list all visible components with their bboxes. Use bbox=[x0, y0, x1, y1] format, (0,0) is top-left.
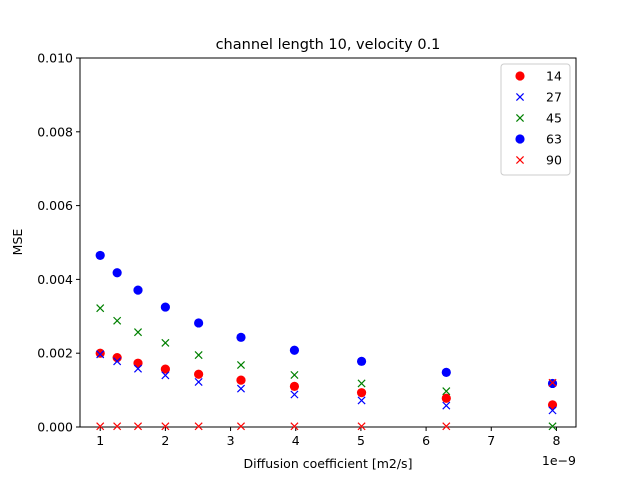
data-point bbox=[357, 396, 366, 405]
legend-label: 90 bbox=[546, 153, 562, 168]
data-point bbox=[194, 351, 203, 360]
legend-label: 63 bbox=[546, 132, 562, 147]
legend-marker bbox=[515, 155, 525, 165]
data-point bbox=[236, 384, 246, 393]
data-point bbox=[161, 338, 170, 347]
legend-label: 45 bbox=[546, 111, 562, 126]
data-point bbox=[290, 370, 299, 379]
data-point bbox=[112, 268, 122, 278]
legend-box bbox=[500, 63, 571, 176]
data-point bbox=[194, 318, 204, 328]
y-tick-label: 0.006 bbox=[37, 198, 73, 213]
series-14 bbox=[95, 348, 558, 410]
x-tick-label: 2 bbox=[161, 433, 169, 448]
legend-marker bbox=[515, 71, 525, 81]
x-tick-label: 5 bbox=[357, 433, 365, 448]
data-point bbox=[113, 316, 122, 325]
legend: 14 27 45 63 90 bbox=[500, 63, 571, 176]
legend-label: 27 bbox=[546, 90, 562, 105]
data-point bbox=[161, 422, 170, 431]
y-tick-label: 0.010 bbox=[37, 51, 73, 66]
y-tick-label: 0.004 bbox=[37, 272, 73, 287]
chart-title: channel length 10, velocity 0.1 bbox=[216, 37, 441, 53]
data-point bbox=[442, 401, 451, 410]
data-point bbox=[133, 364, 143, 373]
x-tick-label: 7 bbox=[487, 433, 495, 448]
data-point bbox=[548, 378, 557, 387]
data-point bbox=[113, 422, 122, 431]
data-point bbox=[289, 345, 300, 355]
legend-marker bbox=[515, 113, 525, 123]
data-point bbox=[442, 387, 451, 396]
data-point bbox=[356, 356, 367, 366]
data-point bbox=[133, 358, 143, 368]
legend-marker bbox=[515, 92, 525, 102]
x-axis-offset-label: 1e−9 bbox=[542, 453, 576, 468]
data-point bbox=[194, 422, 203, 431]
data-point bbox=[95, 348, 105, 358]
data-point bbox=[194, 369, 204, 379]
data-point bbox=[160, 364, 170, 374]
axes-frame bbox=[79, 57, 577, 428]
data-point bbox=[441, 393, 451, 403]
data-point bbox=[112, 353, 122, 363]
data-point bbox=[357, 422, 366, 431]
data-point bbox=[442, 422, 451, 431]
x-tick-label: 8 bbox=[552, 433, 560, 448]
series-90 bbox=[96, 378, 557, 431]
data-point bbox=[548, 422, 557, 431]
data-point bbox=[133, 285, 143, 295]
series-27 bbox=[96, 350, 557, 415]
data-point bbox=[290, 422, 299, 431]
data-point bbox=[96, 350, 105, 359]
data-point bbox=[547, 400, 558, 410]
data-point bbox=[236, 360, 246, 370]
x-tick-label: 6 bbox=[422, 433, 430, 448]
y-axis-label: MSE bbox=[10, 229, 25, 256]
data-point bbox=[133, 422, 143, 431]
y-tick-label: 0.008 bbox=[37, 124, 73, 139]
data-point bbox=[160, 302, 170, 312]
data-point bbox=[236, 375, 246, 385]
data-point bbox=[357, 379, 366, 388]
data-point bbox=[290, 390, 299, 399]
data-point bbox=[133, 328, 143, 337]
x-tick-label: 3 bbox=[227, 433, 235, 448]
data-point bbox=[113, 357, 122, 366]
x-tick-label: 1 bbox=[96, 433, 104, 448]
data-point bbox=[96, 304, 105, 313]
y-tick-label: 0.002 bbox=[37, 346, 73, 361]
data-point bbox=[194, 377, 203, 387]
series-45 bbox=[96, 304, 557, 431]
data-point bbox=[96, 422, 105, 431]
data-point bbox=[236, 332, 246, 342]
data-point bbox=[441, 367, 451, 377]
legend-marker bbox=[515, 134, 525, 144]
x-axis-label: Diffusion coefficient [m2/s] bbox=[244, 456, 413, 471]
data-point bbox=[548, 406, 557, 415]
x-tick-label: 4 bbox=[292, 433, 300, 448]
data-point bbox=[161, 371, 170, 380]
data-point bbox=[95, 250, 105, 261]
y-tick-label: 0.000 bbox=[37, 420, 73, 435]
legend-label: 14 bbox=[546, 69, 562, 84]
data-point bbox=[356, 388, 367, 398]
data-point bbox=[236, 422, 246, 431]
data-point bbox=[289, 381, 300, 392]
